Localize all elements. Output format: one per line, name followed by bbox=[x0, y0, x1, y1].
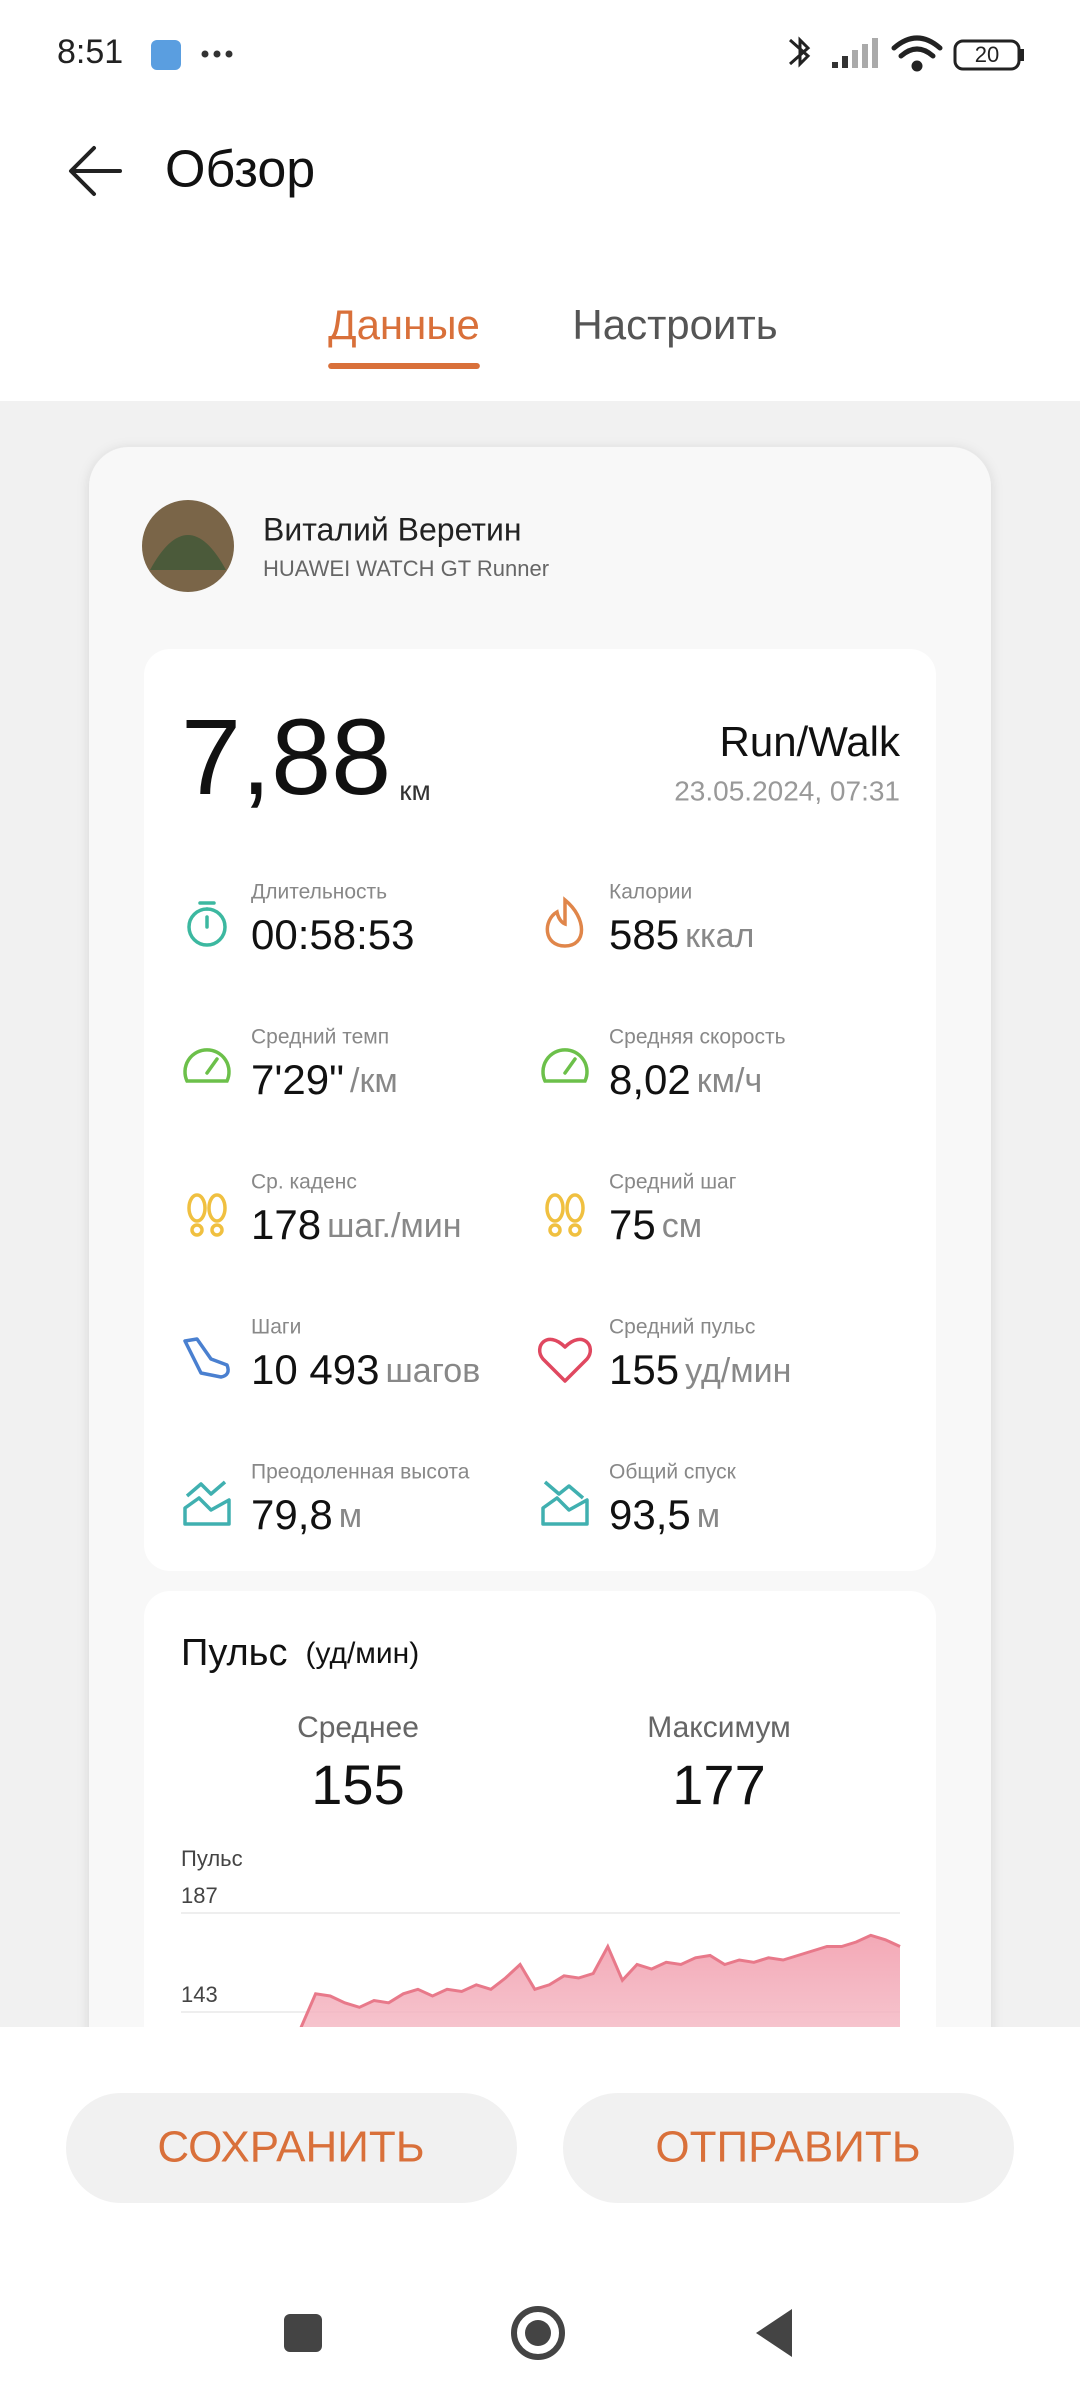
hr-unit: (уд/мин) bbox=[305, 1637, 419, 1670]
metric-label: Общий спуск bbox=[609, 1461, 737, 1484]
metric-unit: см bbox=[662, 1207, 702, 1245]
metric-value: 7'29" bbox=[251, 1056, 344, 1103]
metric-value: 75 bbox=[609, 1201, 656, 1248]
metric-label: Средний темп bbox=[251, 1026, 389, 1049]
icon bbox=[537, 1337, 593, 1383]
send-button[interactable] bbox=[563, 2093, 1014, 2203]
avatar-detail bbox=[150, 535, 226, 570]
battery-icon bbox=[953, 39, 1021, 71]
metric: 8,02 км/ч bbox=[609, 1056, 762, 1103]
hr-max: 177 bbox=[672, 1753, 765, 1816]
metric-label: Шаги bbox=[251, 1316, 301, 1339]
signal-icon bbox=[832, 38, 878, 68]
tab[interactable]: Настроить bbox=[572, 301, 777, 348]
icon bbox=[210, 1223, 224, 1237]
hr-line bbox=[299, 1933, 901, 2027]
status-dots bbox=[201, 50, 233, 58]
icon bbox=[545, 1193, 565, 1223]
icon bbox=[568, 1223, 582, 1237]
icon bbox=[190, 1223, 204, 1237]
distance: 7,88 км bbox=[181, 696, 431, 817]
y-tick-label: 143 bbox=[181, 1982, 218, 2007]
wifi-icon bbox=[891, 35, 943, 72]
metric-unit: м bbox=[339, 1497, 362, 1535]
metric: 10 493 шагов bbox=[251, 1346, 480, 1393]
battery-tip bbox=[1020, 49, 1024, 61]
icon bbox=[183, 1480, 231, 1526]
hr-title: Пульс (уд/мин) bbox=[181, 1632, 419, 1674]
metric-value: 8,02 bbox=[609, 1056, 691, 1103]
status-time: 8:51 bbox=[57, 33, 123, 71]
metric-value: 10 493 bbox=[251, 1346, 379, 1393]
metric-label: Длительность bbox=[251, 881, 387, 904]
metric: 178 шаг./мин bbox=[251, 1201, 462, 1248]
icon bbox=[207, 1193, 227, 1223]
status-icon bbox=[151, 40, 181, 70]
metric-value: 79,8 bbox=[251, 1491, 333, 1538]
metric-unit: ккал bbox=[685, 917, 754, 955]
chart-y-label: Пульс bbox=[181, 1846, 243, 1871]
battery-level: 20 bbox=[975, 42, 999, 67]
y-tick-label: 187 bbox=[181, 1883, 218, 1908]
page-title: Обзор bbox=[165, 141, 315, 199]
metric-label: Преодоленная высота bbox=[251, 1461, 470, 1484]
distance-unit: км bbox=[399, 775, 431, 806]
metric-label: Калории bbox=[609, 881, 692, 904]
metric-value: 00:58:53 bbox=[251, 911, 415, 958]
icon bbox=[183, 1337, 230, 1379]
metric-unit: м bbox=[697, 1497, 720, 1535]
metric-label: Средняя скорость bbox=[609, 1026, 786, 1049]
hr-area bbox=[301, 1935, 900, 2027]
metric-unit: км/ч bbox=[697, 1062, 762, 1100]
metric-value: 585 bbox=[609, 911, 679, 958]
nav-back[interactable] bbox=[756, 2309, 792, 2357]
metric: 585 ккал bbox=[609, 911, 754, 958]
save-label: СОХРАНИТЬ bbox=[157, 2123, 424, 2172]
icon bbox=[548, 1223, 562, 1237]
metric-value: 178 bbox=[251, 1201, 321, 1248]
metric-unit: уд/мин bbox=[685, 1352, 791, 1390]
metric: 75 см bbox=[609, 1201, 702, 1248]
metric: 7'29"/км bbox=[251, 1056, 398, 1103]
icon bbox=[198, 901, 216, 929]
send-label: ОТПРАВИТЬ bbox=[655, 2123, 920, 2172]
bluetooth-icon bbox=[789, 36, 811, 68]
heart-rate-box bbox=[144, 1591, 936, 2027]
back-button[interactable] bbox=[69, 146, 122, 196]
metric-value: 93,5 bbox=[609, 1491, 691, 1538]
icon bbox=[545, 896, 584, 948]
metric: 00:58:53 bbox=[251, 911, 415, 958]
icon bbox=[541, 1048, 589, 1083]
workout-datetime: 23.05.2024, 07:31 bbox=[674, 775, 900, 806]
metric-unit: шаг./мин bbox=[327, 1207, 461, 1245]
nav-home[interactable] bbox=[511, 2306, 565, 2360]
hr-title-text: Пульс bbox=[181, 1632, 287, 1674]
hr-average-label: Среднее bbox=[297, 1711, 419, 1744]
hr-average: 155 bbox=[311, 1753, 404, 1816]
workout-type: Run/Walk bbox=[720, 718, 901, 765]
metric-unit: шагов bbox=[385, 1352, 480, 1390]
hr-max-label: Максимум bbox=[647, 1711, 790, 1744]
icon bbox=[565, 1193, 585, 1223]
tab-indicator bbox=[328, 363, 480, 369]
save-button[interactable] bbox=[66, 2093, 517, 2203]
device-name: HUAWEI WATCH GT Runner bbox=[263, 556, 549, 581]
metric: 93,5 м bbox=[609, 1491, 720, 1538]
metric: 155 уд/мин bbox=[609, 1346, 791, 1393]
metric-label: Средний шаг bbox=[609, 1171, 737, 1194]
workout-box bbox=[144, 649, 936, 1571]
distance-value: 7,88 bbox=[181, 696, 391, 817]
user-name: Виталий Веретин bbox=[263, 511, 522, 547]
metric-label: Средний пульс bbox=[609, 1316, 755, 1339]
metric-unit: /км bbox=[350, 1062, 398, 1100]
icon bbox=[187, 1193, 207, 1223]
tab[interactable]: Данные bbox=[328, 301, 480, 348]
icon bbox=[183, 1048, 231, 1083]
metric-value: 155 bbox=[609, 1346, 679, 1393]
metric: 79,8 м bbox=[251, 1491, 362, 1538]
metric-label: Ср. каденс bbox=[251, 1171, 357, 1194]
nav-recents[interactable] bbox=[284, 2314, 322, 2352]
icon bbox=[541, 1480, 589, 1526]
